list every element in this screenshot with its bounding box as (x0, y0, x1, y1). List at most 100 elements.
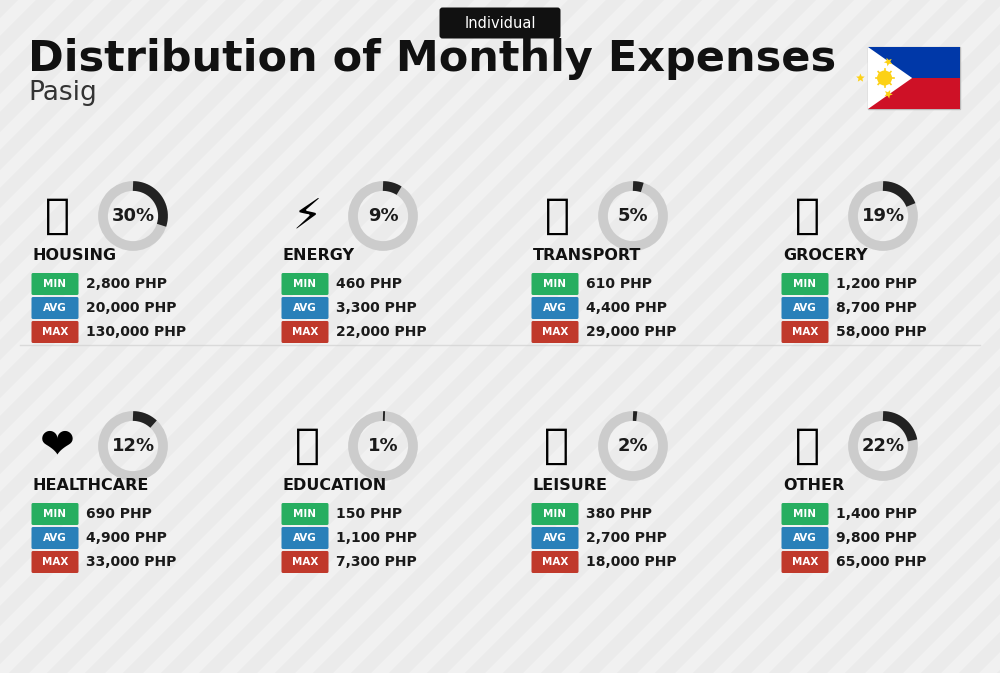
Text: AVG: AVG (793, 303, 817, 313)
Text: 🎓: 🎓 (294, 425, 320, 467)
Text: 380 PHP: 380 PHP (586, 507, 652, 521)
FancyBboxPatch shape (782, 273, 828, 295)
Text: MAX: MAX (792, 557, 818, 567)
Text: 1,100 PHP: 1,100 PHP (336, 531, 417, 545)
FancyBboxPatch shape (282, 321, 328, 343)
Text: 2,800 PHP: 2,800 PHP (86, 277, 167, 291)
Text: 33,000 PHP: 33,000 PHP (86, 555, 176, 569)
Text: MIN: MIN (44, 509, 66, 519)
Text: 4,400 PHP: 4,400 PHP (586, 301, 667, 315)
FancyBboxPatch shape (282, 503, 328, 525)
Text: MAX: MAX (542, 557, 568, 567)
Text: AVG: AVG (293, 533, 317, 543)
Text: 2,700 PHP: 2,700 PHP (586, 531, 667, 545)
Text: 22,000 PHP: 22,000 PHP (336, 325, 427, 339)
Polygon shape (884, 90, 893, 98)
FancyBboxPatch shape (868, 47, 960, 109)
Text: GROCERY: GROCERY (783, 248, 868, 264)
Text: 9,800 PHP: 9,800 PHP (836, 531, 917, 545)
FancyBboxPatch shape (782, 503, 828, 525)
Text: 🏢: 🏢 (44, 195, 70, 237)
Text: MIN: MIN (794, 509, 816, 519)
Text: MIN: MIN (794, 279, 816, 289)
Text: 3,300 PHP: 3,300 PHP (336, 301, 417, 315)
Text: AVG: AVG (543, 533, 567, 543)
Text: 12%: 12% (111, 437, 155, 455)
Text: MAX: MAX (292, 327, 318, 337)
Text: MAX: MAX (792, 327, 818, 337)
Text: MAX: MAX (542, 327, 568, 337)
Text: 1,400 PHP: 1,400 PHP (836, 507, 917, 521)
FancyBboxPatch shape (282, 297, 328, 319)
Text: 58,000 PHP: 58,000 PHP (836, 325, 927, 339)
Text: MIN: MIN (294, 509, 316, 519)
Text: AVG: AVG (293, 303, 317, 313)
FancyBboxPatch shape (532, 273, 578, 295)
Text: MIN: MIN (544, 509, 566, 519)
Text: 30%: 30% (111, 207, 155, 225)
FancyBboxPatch shape (532, 551, 578, 573)
Text: 150 PHP: 150 PHP (336, 507, 402, 521)
Text: MAX: MAX (42, 327, 68, 337)
Text: AVG: AVG (43, 303, 67, 313)
FancyBboxPatch shape (440, 7, 560, 38)
Text: MAX: MAX (292, 557, 318, 567)
Text: LEISURE: LEISURE (533, 479, 608, 493)
Text: 🚌: 🚌 (544, 195, 570, 237)
Text: 19%: 19% (861, 207, 905, 225)
FancyBboxPatch shape (782, 297, 828, 319)
Text: OTHER: OTHER (783, 479, 844, 493)
Text: ❤️: ❤️ (40, 425, 74, 467)
Text: 460 PHP: 460 PHP (336, 277, 402, 291)
Text: MIN: MIN (294, 279, 316, 289)
Text: MAX: MAX (42, 557, 68, 567)
Text: Distribution of Monthly Expenses: Distribution of Monthly Expenses (28, 38, 836, 80)
FancyBboxPatch shape (782, 321, 828, 343)
FancyBboxPatch shape (32, 273, 78, 295)
FancyBboxPatch shape (282, 273, 328, 295)
Text: 29,000 PHP: 29,000 PHP (586, 325, 676, 339)
Text: 610 PHP: 610 PHP (586, 277, 652, 291)
Text: TRANSPORT: TRANSPORT (533, 248, 641, 264)
FancyBboxPatch shape (32, 503, 78, 525)
FancyBboxPatch shape (32, 321, 78, 343)
Text: HEALTHCARE: HEALTHCARE (33, 479, 149, 493)
Text: 🛒: 🛒 (794, 195, 820, 237)
Text: HOUSING: HOUSING (33, 248, 117, 264)
Text: 1,200 PHP: 1,200 PHP (836, 277, 917, 291)
FancyBboxPatch shape (782, 551, 828, 573)
Text: 9%: 9% (368, 207, 398, 225)
Text: 22%: 22% (861, 437, 905, 455)
Text: 20,000 PHP: 20,000 PHP (86, 301, 176, 315)
Text: 7,300 PHP: 7,300 PHP (336, 555, 417, 569)
Polygon shape (884, 58, 892, 67)
FancyBboxPatch shape (532, 321, 578, 343)
Text: 1%: 1% (368, 437, 398, 455)
Text: 5%: 5% (618, 207, 648, 225)
Text: 🛍️: 🛍️ (544, 425, 570, 467)
FancyBboxPatch shape (532, 527, 578, 549)
Text: 690 PHP: 690 PHP (86, 507, 152, 521)
Text: MIN: MIN (44, 279, 66, 289)
Text: AVG: AVG (793, 533, 817, 543)
Text: 130,000 PHP: 130,000 PHP (86, 325, 186, 339)
Text: EDUCATION: EDUCATION (283, 479, 387, 493)
Text: ⚡: ⚡ (292, 195, 322, 237)
FancyBboxPatch shape (532, 503, 578, 525)
Polygon shape (868, 47, 912, 109)
Text: 4,900 PHP: 4,900 PHP (86, 531, 167, 545)
FancyBboxPatch shape (282, 527, 328, 549)
FancyBboxPatch shape (32, 527, 78, 549)
Text: 18,000 PHP: 18,000 PHP (586, 555, 677, 569)
FancyBboxPatch shape (282, 551, 328, 573)
Circle shape (877, 71, 892, 85)
Polygon shape (868, 47, 960, 78)
Text: 2%: 2% (618, 437, 648, 455)
Text: Pasig: Pasig (28, 80, 97, 106)
Text: MIN: MIN (544, 279, 566, 289)
Polygon shape (868, 78, 960, 109)
Text: AVG: AVG (543, 303, 567, 313)
Text: 8,700 PHP: 8,700 PHP (836, 301, 917, 315)
FancyBboxPatch shape (532, 297, 578, 319)
FancyBboxPatch shape (32, 551, 78, 573)
